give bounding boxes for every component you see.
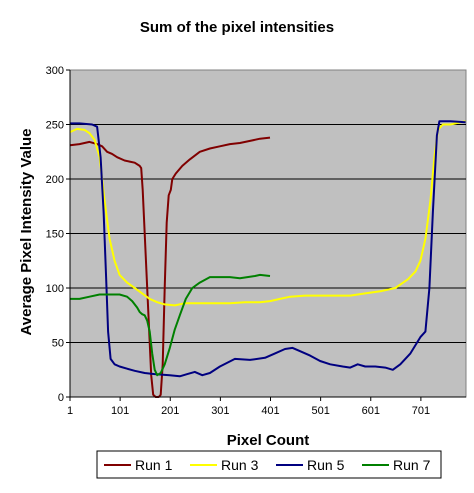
legend-label: Run 5 bbox=[307, 457, 345, 473]
series-line-run-5 bbox=[70, 120, 466, 378]
legend-box bbox=[96, 450, 442, 479]
y-tick-label: 250 bbox=[46, 120, 64, 132]
x-tick-label: 401 bbox=[261, 405, 279, 417]
y-tick-label: 200 bbox=[46, 174, 64, 186]
x-tick-label: 301 bbox=[211, 405, 229, 417]
series-line-run-3 bbox=[69, 120, 466, 307]
x-tick-label: 601 bbox=[362, 405, 380, 417]
y-tick-label: 50 bbox=[52, 338, 64, 350]
y-tick-label: 300 bbox=[46, 65, 64, 77]
legend-label: Run 1 bbox=[135, 457, 173, 473]
x-tick-label: 101 bbox=[111, 405, 129, 417]
chart-title: Sum of the pixel intensities bbox=[140, 19, 334, 36]
legend-label: Run 3 bbox=[221, 457, 259, 473]
x-axis-label: Pixel Count bbox=[227, 432, 310, 449]
axes: 0 50 100 150 200 250 300 1 101 201 301 401 501 601 701 bbox=[46, 65, 466, 417]
x-tick-label: 701 bbox=[412, 405, 430, 417]
x-tick-label: 501 bbox=[311, 405, 329, 417]
x-tick-label: 1 bbox=[67, 405, 73, 417]
y-tick-label: 100 bbox=[46, 283, 64, 295]
legend: Run 1 Run 3 Run 5 Run 7 bbox=[104, 457, 431, 473]
x-tick-label: 201 bbox=[161, 405, 179, 417]
y-tick-label: 150 bbox=[46, 229, 64, 241]
series-line-run-7 bbox=[70, 273, 271, 377]
legend-label: Run 7 bbox=[393, 457, 431, 473]
y-tick-label: 0 bbox=[58, 392, 64, 404]
y-axis-label: Average Pixel Intensity Value bbox=[18, 128, 35, 335]
